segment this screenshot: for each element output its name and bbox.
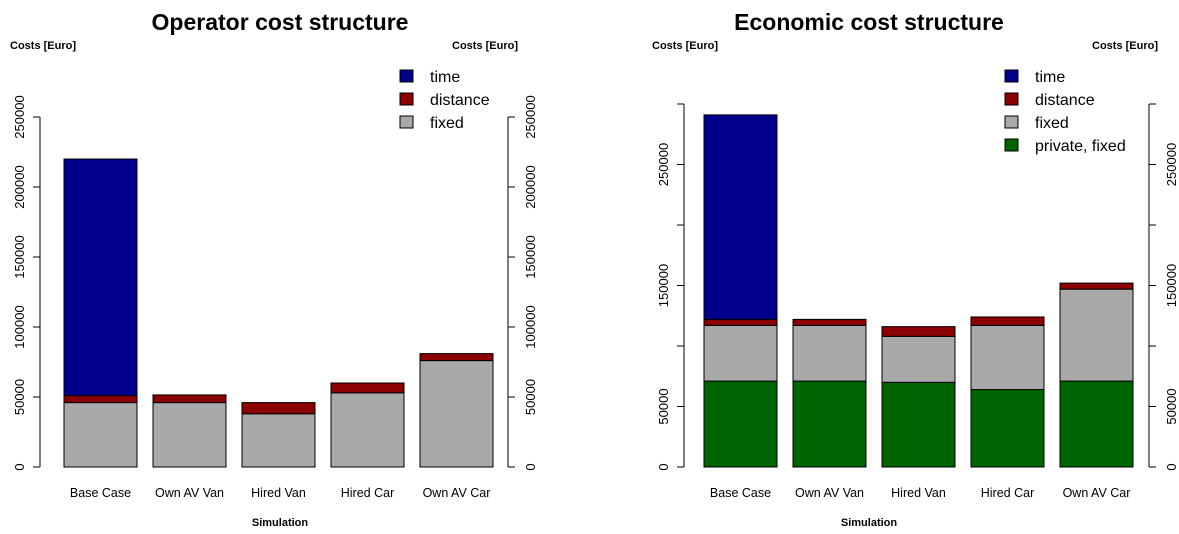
y-tick-label-left: 250000: [12, 95, 27, 138]
y-tick-label-right: 250000: [1164, 143, 1179, 186]
bar-segment: [703, 380, 778, 468]
y-tick-label-right: 150000: [523, 235, 538, 278]
x-tick-label: Base Case: [70, 486, 131, 500]
y-tick-label-left: 150000: [12, 235, 27, 278]
legend-swatch: [399, 69, 414, 83]
chart-title: Operator cost structure: [152, 9, 409, 35]
bar-segment: [792, 324, 867, 382]
bar-segment: [792, 380, 867, 468]
x-tick-label: Hired Van: [891, 486, 946, 500]
y-tick-label-left: 150000: [656, 264, 671, 307]
y-tick-label-left: 50000: [656, 388, 671, 424]
legend-swatch: [399, 92, 414, 106]
legend-label: private, fixed: [1035, 138, 1126, 155]
bar-segment: [881, 326, 956, 337]
bar-segment: [703, 324, 778, 382]
bar-segment: [1059, 282, 1134, 290]
y-tick-label-left: 0: [12, 463, 27, 470]
legend-label: time: [1035, 69, 1065, 86]
legend-swatch: [1004, 115, 1019, 129]
bar-segment: [419, 360, 494, 468]
bar-segment: [703, 318, 778, 326]
bar-segment: [241, 413, 316, 468]
bar-segment: [63, 395, 138, 404]
y-tick-label-left: 50000: [12, 379, 27, 415]
y-tick-label-left: 250000: [656, 143, 671, 186]
bar-segment: [792, 318, 867, 326]
operator-cost-chart: Operator cost structure Costs [Euro] Costs…: [10, 9, 538, 529]
legend-swatch: [399, 115, 414, 129]
bar-segment: [970, 389, 1045, 468]
legend-swatch: [1004, 92, 1019, 106]
y-tick-label-right: 50000: [523, 379, 538, 415]
legend-label: fixed: [430, 115, 464, 132]
legend-label: distance: [1035, 92, 1095, 109]
legend-label: distance: [430, 92, 490, 109]
bar-segment: [881, 381, 956, 468]
y-tick-label-left: 0: [656, 463, 671, 470]
y-axis-label-right: Costs [Euro]: [1092, 40, 1158, 52]
bar-segment: [330, 382, 405, 394]
y-tick-label-right: 0: [1164, 463, 1179, 470]
chart-title: Economic cost structure: [734, 9, 1004, 35]
y-tick-label-right: 250000: [523, 95, 538, 138]
bar-segment: [152, 402, 227, 468]
y-tick-label-right: 150000: [1164, 264, 1179, 307]
x-axis-label: Simulation: [252, 517, 309, 529]
bar-segment: [703, 114, 778, 320]
bar-segment: [881, 335, 956, 383]
bar-segment: [241, 402, 316, 415]
x-tick-label: Own AV Car: [423, 486, 491, 500]
x-tick-label: Own AV Van: [155, 486, 224, 500]
bar-segment: [63, 158, 138, 397]
bar-segment: [63, 402, 138, 468]
y-axis-label-left: Costs [Euro]: [10, 40, 76, 52]
x-tick-label: Base Case: [710, 486, 771, 500]
bar-segment: [152, 394, 227, 404]
legend-label: fixed: [1035, 115, 1069, 132]
bar-segment: [419, 353, 494, 362]
y-tick-label-right: 100000: [523, 305, 538, 348]
y-tick-label-left: 200000: [12, 165, 27, 208]
x-tick-label: Hired Car: [981, 486, 1035, 500]
x-tick-label: Hired Van: [251, 486, 306, 500]
bar-segment: [1059, 380, 1134, 468]
y-tick-label-right: 50000: [1164, 388, 1179, 424]
y-axis-label-right: Costs [Euro]: [452, 40, 518, 52]
bar-segment: [970, 324, 1045, 391]
bar-segment: [330, 392, 405, 468]
y-tick-label-right: 0: [523, 463, 538, 470]
y-tick-label-right: 200000: [523, 165, 538, 208]
legend-swatch: [1004, 138, 1019, 152]
y-axis-label-left: Costs [Euro]: [652, 40, 718, 52]
x-tick-label: Own AV Car: [1063, 486, 1131, 500]
bar-segment: [1059, 288, 1134, 382]
x-axis-label: Simulation: [841, 517, 898, 529]
x-tick-label: Own AV Van: [795, 486, 864, 500]
legend-label: time: [430, 69, 460, 86]
legend-swatch: [1004, 69, 1019, 83]
bar-segment: [970, 316, 1045, 326]
x-tick-label: Hired Car: [341, 486, 395, 500]
economic-cost-chart: Economic cost structure Costs [Euro] Costs…: [652, 9, 1179, 529]
y-tick-label-left: 100000: [12, 305, 27, 348]
